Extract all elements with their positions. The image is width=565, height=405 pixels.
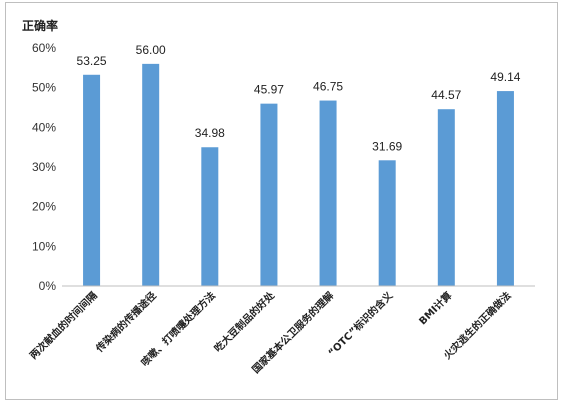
- bar: [496, 91, 514, 286]
- x-category-label: 两次献血的时间间隔: [27, 289, 100, 362]
- x-category-label: 吃大豆制品的好处: [211, 288, 277, 354]
- data-label: 56.00: [136, 43, 166, 57]
- bar: [83, 74, 101, 287]
- y-tick-label: 10%: [32, 239, 56, 253]
- y-tick-label: 30%: [32, 160, 56, 174]
- x-category-label: “OTC”标识的含义: [325, 288, 396, 359]
- y-tick-label: 20%: [32, 200, 56, 214]
- bar: [437, 109, 455, 287]
- data-label: 31.69: [372, 139, 402, 153]
- data-label: 34.98: [195, 126, 225, 140]
- data-label: 49.14: [490, 70, 520, 84]
- bar: [142, 63, 160, 286]
- y-tick-label: 60%: [32, 41, 56, 55]
- bar: [201, 147, 219, 286]
- bar: [319, 100, 337, 286]
- x-category-label: BMI计算: [416, 289, 454, 327]
- bar: [378, 160, 396, 286]
- data-label: 45.97: [254, 83, 284, 97]
- data-label: 53.25: [77, 54, 107, 68]
- x-category-label: 传染病的传播途径: [92, 289, 158, 355]
- y-tick-label: 0%: [39, 279, 57, 293]
- y-axis-title: 正确率: [22, 18, 58, 33]
- bar: [260, 103, 278, 286]
- data-label: 46.75: [313, 80, 343, 94]
- y-tick-label: 40%: [32, 120, 56, 134]
- y-tick-label: 50%: [32, 81, 56, 95]
- data-label: 44.57: [431, 88, 461, 102]
